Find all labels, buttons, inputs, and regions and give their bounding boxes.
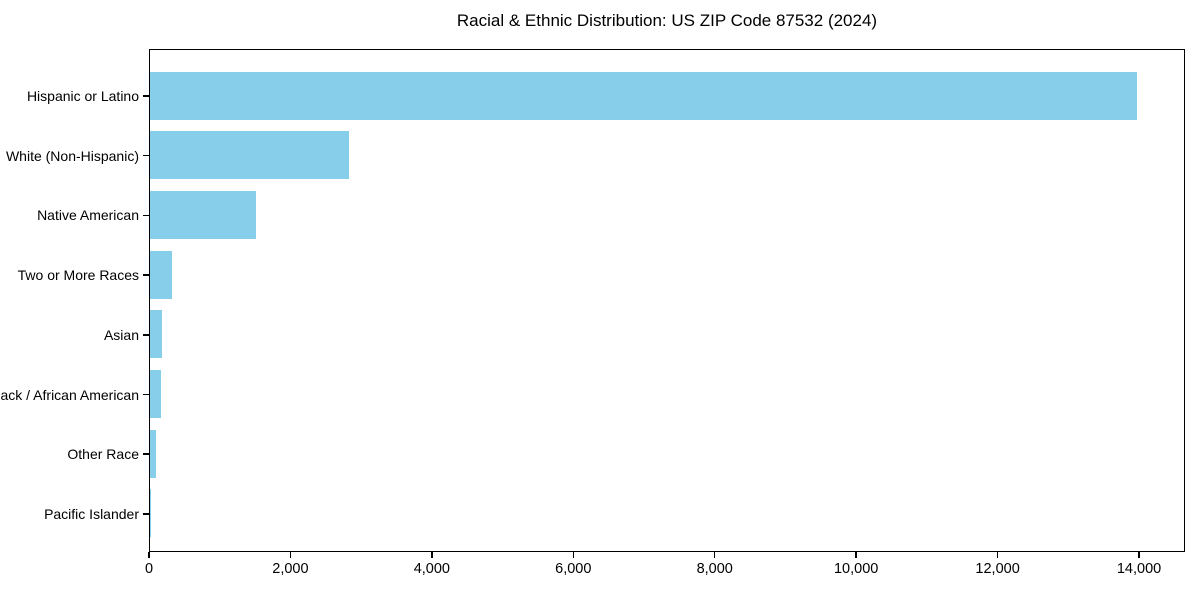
x-tick-label: 14,000 [1116, 561, 1162, 577]
y-tick-mark [143, 453, 149, 455]
bar-white-non-hispanic [150, 131, 349, 180]
y-tick-mark [143, 513, 149, 515]
y-tick-label: Native American [37, 207, 139, 224]
x-tick-mark [996, 552, 999, 558]
x-tick-mark [289, 552, 292, 558]
y-tick-label: White (Non-Hispanic) [5, 147, 139, 164]
y-tick-label: Hispanic or Latino [26, 88, 139, 104]
x-tick-label: 2,000 [272, 561, 309, 577]
chart-title: Racial & Ethnic Distribution: US ZIP Cod… [456, 11, 878, 30]
x-tick-mark [431, 552, 433, 558]
x-tick-mark [572, 552, 575, 558]
x-tick-label: 6,000 [555, 561, 592, 577]
x-tick-label: 8,000 [696, 561, 733, 577]
bar-asian [150, 310, 163, 359]
x-tick-label: 10,000 [833, 561, 879, 577]
bar-hispanic-or-latino [150, 71, 1138, 120]
y-tick-label: Pacific Islander [44, 505, 139, 522]
bar-native-american [150, 190, 257, 239]
y-tick-label: Asian [103, 326, 139, 343]
x-tick-label: 12,000 [975, 561, 1020, 577]
x-tick-label: 0 [144, 561, 154, 577]
plot-area [149, 49, 1185, 552]
y-tick-mark [143, 334, 149, 336]
y-tick-label: Black / African American [0, 386, 139, 403]
x-tick-mark [1138, 552, 1140, 558]
y-tick-mark [143, 95, 149, 97]
y-tick-mark [143, 214, 149, 217]
y-tick-mark [143, 393, 149, 396]
x-tick-mark [713, 552, 716, 558]
bar-two-or-more-races [150, 250, 172, 299]
x-tick-mark [148, 552, 150, 558]
x-tick-label: 4,000 [413, 561, 451, 577]
y-tick-label: Two or More Races [17, 267, 139, 284]
bar-other-race [150, 429, 156, 478]
y-tick-label: Other Race [67, 446, 139, 463]
x-tick-mark [855, 552, 857, 558]
bar-black-african-american [150, 370, 161, 418]
y-tick-mark [143, 154, 149, 157]
y-tick-mark [143, 274, 149, 276]
bar-pacific-islander [150, 489, 151, 538]
